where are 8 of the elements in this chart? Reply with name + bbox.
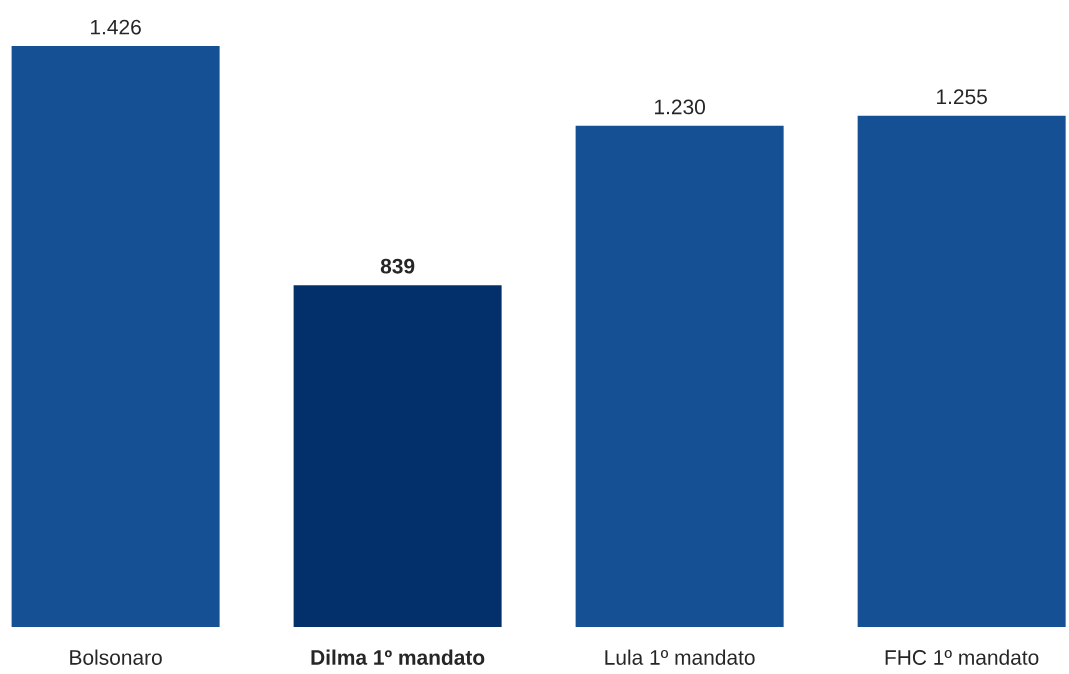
- x-tick-label: Dilma 1º mandato: [311, 649, 485, 665]
- data-label: 839: [380, 258, 415, 274]
- x-tick-label: Bolsonaro: [70, 649, 162, 665]
- data-label: 1.230: [655, 99, 705, 115]
- data-label: 1.426: [91, 19, 141, 35]
- x-tick-label: Lula 1º mandato: [605, 649, 755, 665]
- x-tick-label: FHC 1º mandato: [885, 649, 1039, 665]
- data-label: 1.255: [937, 89, 987, 105]
